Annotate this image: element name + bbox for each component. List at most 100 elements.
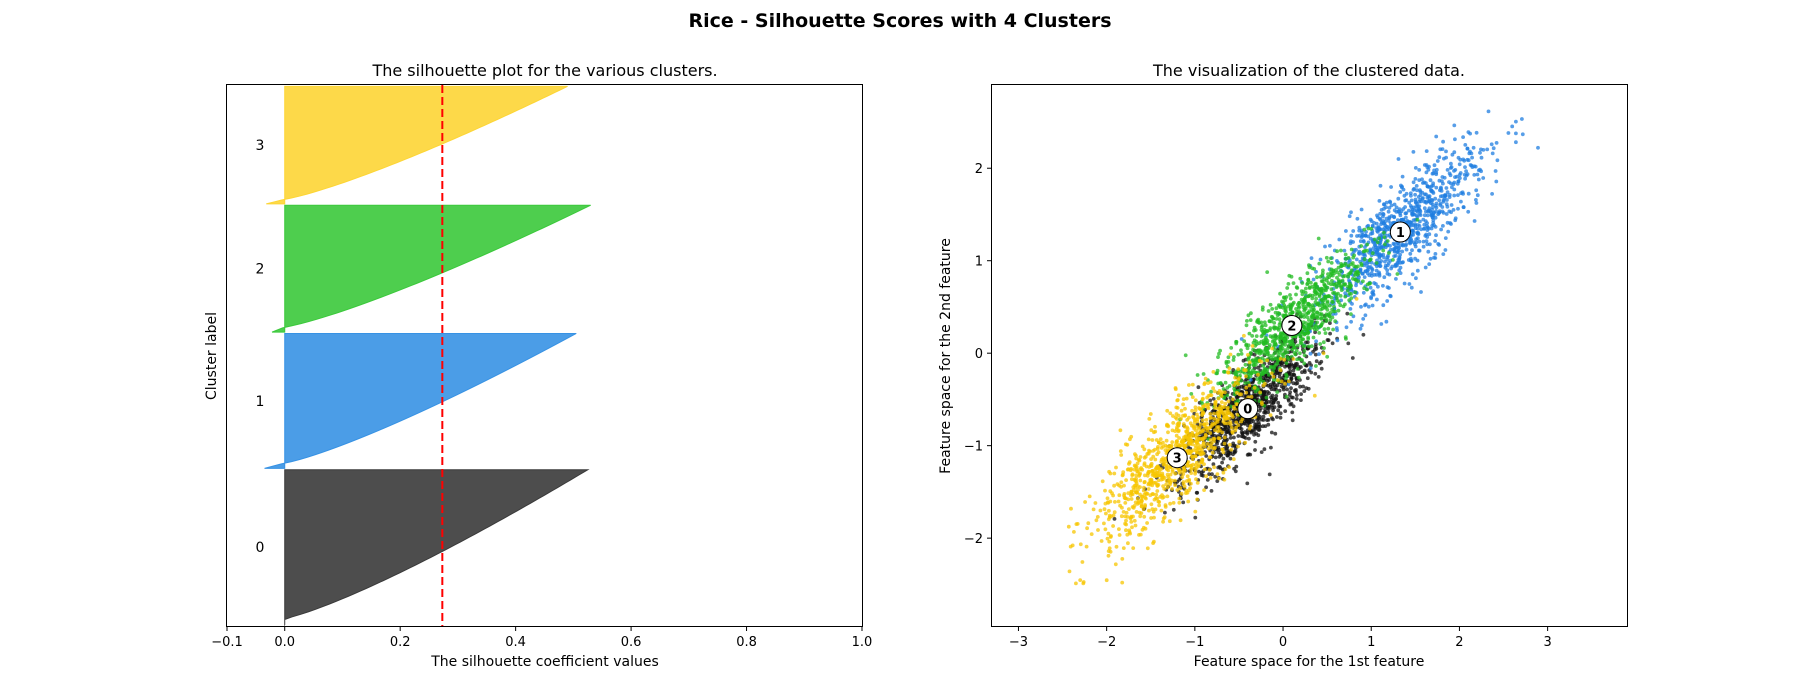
scatter-point — [1112, 471, 1117, 476]
scatter-point — [1189, 463, 1193, 468]
scatter-point — [1456, 155, 1461, 160]
scatter-point — [1146, 471, 1151, 475]
scatter-point — [1175, 398, 1180, 403]
scatter-point — [1273, 333, 1278, 337]
scatter-point — [1264, 395, 1269, 400]
scatter-point — [1426, 249, 1431, 254]
scatter-point — [1205, 429, 1210, 433]
scatter-point — [1449, 161, 1453, 166]
scatter-point — [1360, 234, 1365, 238]
scatter-point — [1452, 169, 1456, 173]
scatter-point — [1278, 415, 1283, 420]
scatter-point — [1180, 475, 1185, 479]
scatter-point — [1248, 378, 1253, 382]
scatter-point — [1245, 453, 1250, 457]
scatter-point — [1464, 169, 1468, 174]
scatter-point — [1335, 270, 1340, 275]
scatter-point — [1493, 169, 1498, 173]
scatter-point — [1475, 172, 1480, 177]
scatter-point — [1302, 361, 1307, 366]
scatter-point — [1199, 450, 1204, 455]
scatter-point — [1474, 188, 1479, 193]
scatter-point — [1431, 191, 1436, 195]
scatter-point — [1168, 472, 1173, 477]
scatter-point — [1067, 569, 1072, 574]
scatter-point — [1265, 418, 1269, 422]
scatter-point — [1286, 346, 1290, 350]
scatter-point — [1368, 285, 1373, 290]
scatter-point — [1404, 215, 1408, 220]
scatter-point — [1193, 398, 1198, 403]
scatter-point — [1324, 255, 1329, 260]
scatter-point — [1428, 178, 1433, 183]
scatter-point — [1171, 501, 1176, 505]
scatter-point — [1319, 322, 1324, 327]
scatter-point — [1156, 466, 1161, 470]
scatter-point — [1425, 242, 1430, 247]
scatter-point — [1275, 415, 1279, 419]
scatter-point — [1269, 371, 1274, 376]
scatter-point — [1294, 381, 1298, 386]
scatter-point — [1262, 327, 1267, 332]
scatter-point — [1246, 367, 1251, 372]
scatter-point — [1156, 478, 1161, 483]
scatter-point — [1334, 281, 1339, 286]
scatter-point — [1145, 546, 1150, 551]
scatter-point — [1132, 467, 1137, 472]
scatter-point — [1259, 350, 1264, 355]
scatter-point — [1434, 167, 1439, 172]
scatter-point — [1416, 223, 1420, 227]
scatter-point — [1231, 441, 1236, 446]
scatter-point — [1224, 359, 1229, 364]
scatter-point — [1277, 374, 1282, 379]
scatter-point — [1421, 196, 1425, 200]
scatter-point — [1372, 237, 1377, 242]
scatter-point — [1457, 162, 1462, 167]
scatter-point — [1404, 191, 1409, 196]
scatter-point — [1387, 286, 1391, 290]
scatter-point — [1125, 442, 1130, 447]
scatter-point — [1265, 270, 1270, 274]
scatter-point — [1251, 347, 1255, 352]
scatter-point — [1084, 544, 1089, 549]
scatter-point — [1223, 401, 1228, 406]
scatter-point — [1175, 439, 1179, 444]
scatter-point — [1366, 226, 1371, 231]
scatter-point — [1370, 266, 1374, 271]
scatter-point — [1074, 581, 1078, 586]
scatter-point — [1370, 251, 1375, 256]
scatter-point — [1149, 428, 1154, 433]
scatter-point — [1219, 381, 1223, 386]
scatter-point — [1403, 211, 1408, 216]
scatter-point — [1334, 292, 1339, 297]
scatter-point — [1247, 426, 1252, 431]
scatter-point — [1326, 272, 1330, 277]
scatter-point — [1441, 224, 1445, 228]
scatter-point — [1206, 442, 1210, 446]
scatter-point — [1193, 467, 1197, 471]
scatter-point — [1383, 259, 1387, 264]
scatter-point — [1320, 304, 1325, 308]
scatter-point — [1457, 173, 1462, 177]
scatter-point — [1397, 268, 1402, 273]
scatter-point — [1286, 282, 1291, 286]
scatter-point — [1197, 425, 1202, 430]
scatter-point — [1271, 316, 1276, 321]
scatter-point — [1283, 409, 1288, 413]
scatter-point — [1211, 370, 1216, 374]
scatter-point — [1281, 387, 1286, 392]
scatter-point — [1215, 418, 1220, 422]
scatter-point — [1085, 526, 1089, 531]
scatter-point — [1263, 411, 1268, 415]
scatter-point — [1209, 489, 1214, 493]
scatter-point — [1170, 469, 1175, 474]
scatter-point — [1114, 544, 1119, 549]
scatter-point — [1445, 220, 1450, 225]
scatter-point — [1361, 279, 1365, 284]
scatter-point — [1245, 481, 1250, 486]
scatter-point — [1324, 319, 1329, 323]
scatter-point — [1311, 325, 1316, 330]
scatter-point — [1266, 404, 1270, 409]
scatter-point — [1234, 425, 1238, 430]
